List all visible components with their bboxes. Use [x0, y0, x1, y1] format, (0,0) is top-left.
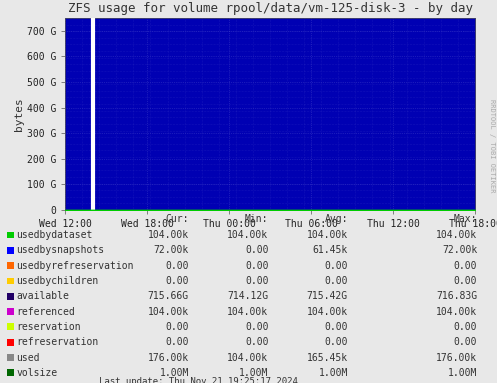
Text: 0.00: 0.00	[454, 276, 477, 286]
Text: 715.42G: 715.42G	[307, 291, 348, 301]
Text: 104.00k: 104.00k	[436, 307, 477, 317]
Text: 1.00M: 1.00M	[239, 368, 268, 378]
Text: usedbysnapshots: usedbysnapshots	[16, 246, 104, 255]
Text: 0.00: 0.00	[245, 322, 268, 332]
Text: 715.66G: 715.66G	[148, 291, 189, 301]
Text: 0.00: 0.00	[166, 322, 189, 332]
Text: 104.00k: 104.00k	[148, 307, 189, 317]
Text: Min:: Min:	[245, 214, 268, 224]
Text: 0.00: 0.00	[325, 337, 348, 347]
Text: 0.00: 0.00	[166, 276, 189, 286]
Text: 104.00k: 104.00k	[307, 230, 348, 240]
Text: 72.00k: 72.00k	[154, 246, 189, 255]
Text: refreservation: refreservation	[16, 337, 98, 347]
Text: 104.00k: 104.00k	[227, 307, 268, 317]
Text: Last update: Thu Nov 21 19:25:17 2024: Last update: Thu Nov 21 19:25:17 2024	[99, 377, 298, 383]
Text: 104.00k: 104.00k	[227, 230, 268, 240]
Text: 0.00: 0.00	[166, 337, 189, 347]
Text: available: available	[16, 291, 69, 301]
Text: usedbydataset: usedbydataset	[16, 230, 93, 240]
Text: 0.00: 0.00	[245, 261, 268, 271]
Text: 716.83G: 716.83G	[436, 291, 477, 301]
Text: 0.00: 0.00	[325, 276, 348, 286]
Text: 104.00k: 104.00k	[436, 230, 477, 240]
Title: ZFS usage for volume rpool/data/vm-125-disk-3 - by day: ZFS usage for volume rpool/data/vm-125-d…	[68, 2, 473, 15]
Text: 714.12G: 714.12G	[227, 291, 268, 301]
Text: Cur:: Cur:	[166, 214, 189, 224]
Text: 104.00k: 104.00k	[307, 307, 348, 317]
Text: 176.00k: 176.00k	[436, 353, 477, 363]
Text: volsize: volsize	[16, 368, 58, 378]
Text: Max:: Max:	[454, 214, 477, 224]
Text: Avg:: Avg:	[325, 214, 348, 224]
Text: 0.00: 0.00	[454, 261, 477, 271]
Text: referenced: referenced	[16, 307, 75, 317]
Text: used: used	[16, 353, 40, 363]
Text: 1.00M: 1.00M	[319, 368, 348, 378]
Text: RRDTOOL / TOBI OETIKER: RRDTOOL / TOBI OETIKER	[489, 99, 495, 192]
Text: reservation: reservation	[16, 322, 81, 332]
Text: 0.00: 0.00	[245, 246, 268, 255]
Text: 176.00k: 176.00k	[148, 353, 189, 363]
Y-axis label: bytes: bytes	[14, 97, 24, 131]
Text: 0.00: 0.00	[245, 276, 268, 286]
Text: 61.45k: 61.45k	[313, 246, 348, 255]
Text: 165.45k: 165.45k	[307, 353, 348, 363]
Text: 0.00: 0.00	[325, 261, 348, 271]
Text: 0.00: 0.00	[245, 337, 268, 347]
Text: 104.00k: 104.00k	[148, 230, 189, 240]
Text: 104.00k: 104.00k	[227, 353, 268, 363]
Text: 0.00: 0.00	[454, 337, 477, 347]
Text: 0.00: 0.00	[325, 322, 348, 332]
Text: 72.00k: 72.00k	[442, 246, 477, 255]
Text: usedbyrefreservation: usedbyrefreservation	[16, 261, 134, 271]
Text: 1.00M: 1.00M	[160, 368, 189, 378]
Text: 0.00: 0.00	[166, 261, 189, 271]
Text: 1.00M: 1.00M	[448, 368, 477, 378]
Text: 0.00: 0.00	[454, 322, 477, 332]
Text: usedbychildren: usedbychildren	[16, 276, 98, 286]
